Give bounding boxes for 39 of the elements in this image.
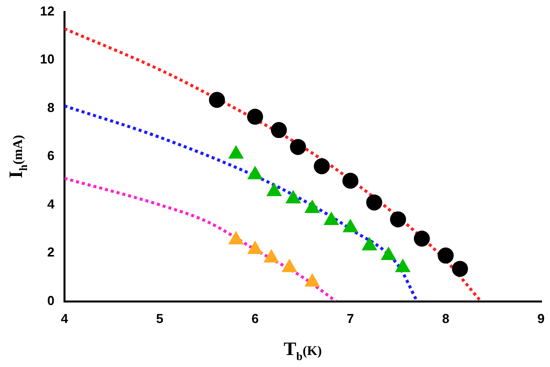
point <box>208 92 225 108</box>
x-tick-label: 7 <box>346 310 354 326</box>
point <box>342 172 358 189</box>
point <box>228 145 244 159</box>
point <box>380 246 396 260</box>
y-tick-label: 2 <box>47 244 54 260</box>
point <box>263 248 280 262</box>
line-series <box>64 27 482 302</box>
point <box>247 240 263 254</box>
line-series <box>64 104 419 302</box>
point <box>247 108 264 125</box>
point <box>290 138 306 155</box>
y-tick-label: 12 <box>40 3 54 18</box>
x-tick-label: 5 <box>156 310 164 326</box>
point <box>395 258 411 272</box>
point <box>342 218 358 232</box>
point <box>366 194 382 210</box>
point <box>314 158 330 174</box>
x-tick-label: 9 <box>537 310 545 326</box>
x-tick-label: 4 <box>60 310 69 326</box>
y-axis-title: Ih(mA) <box>6 134 30 178</box>
point <box>285 190 301 204</box>
point <box>324 212 340 226</box>
point <box>362 236 378 250</box>
y-tick-label: 4 <box>47 196 56 212</box>
point <box>304 273 320 287</box>
y-tick-label: 0 <box>47 292 54 308</box>
point <box>247 166 263 180</box>
x-tick-label: 6 <box>251 310 259 326</box>
point <box>266 182 282 196</box>
point <box>228 230 244 244</box>
point <box>270 122 287 138</box>
point <box>304 199 320 213</box>
line-series <box>64 176 338 302</box>
y-tick-label: 8 <box>47 100 54 115</box>
y-tick-label: 6 <box>47 148 54 164</box>
y-tick-label: 10 <box>40 52 54 67</box>
point <box>282 258 298 272</box>
x-tick-label: 8 <box>442 310 450 326</box>
